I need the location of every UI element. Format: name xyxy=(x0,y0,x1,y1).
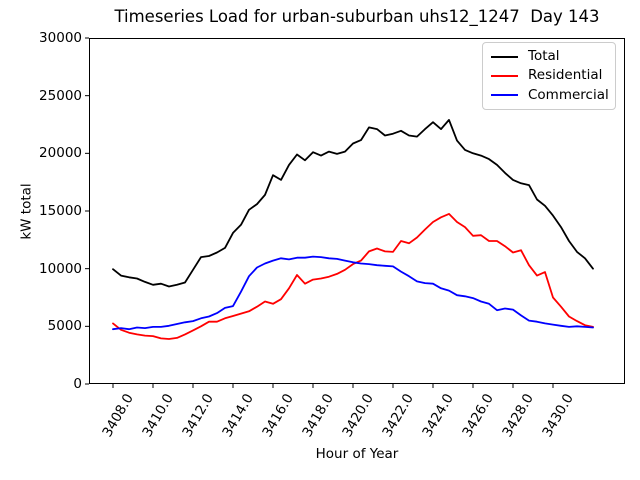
y-tick-label: 30000 xyxy=(39,30,82,46)
chart-title: Timeseries Load for urban-suburban uhs12… xyxy=(114,7,600,26)
legend-label-total: Total xyxy=(528,48,560,65)
y-tick-label: 15000 xyxy=(39,203,82,219)
total-line-swatch xyxy=(491,55,518,58)
legend: Total Residential Commercial xyxy=(482,42,616,110)
y-tick-label: 5000 xyxy=(47,318,82,335)
y-tick-label: 20000 xyxy=(39,145,82,162)
legend-item-total: Total xyxy=(491,48,607,65)
y-tick-label: 0 xyxy=(73,376,82,392)
residential-line-swatch xyxy=(491,74,518,77)
y-tick-label: 10000 xyxy=(39,260,82,277)
y-tick-label: 25000 xyxy=(39,87,82,104)
legend-item-commercial: Commercial xyxy=(491,86,609,104)
commercial-line-swatch xyxy=(491,94,518,97)
x-axis-label: Hour of Year xyxy=(315,446,399,462)
legend-item-residential: Residential xyxy=(491,67,607,84)
legend-label-commercial: Commercial xyxy=(528,86,609,103)
legend-label-residential: Residential xyxy=(528,67,603,84)
